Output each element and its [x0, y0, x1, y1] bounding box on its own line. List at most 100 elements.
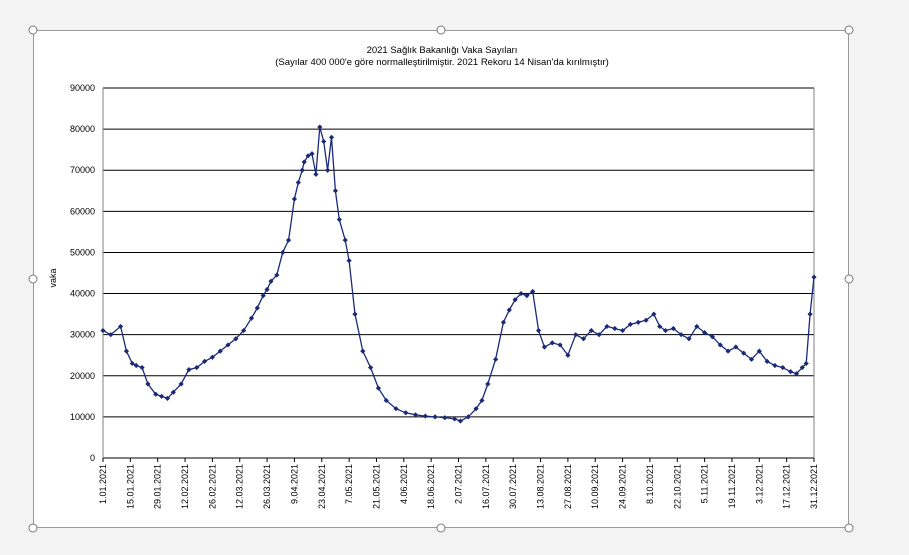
data-point: [541, 344, 548, 350]
data-point: [317, 124, 323, 130]
data-point: [506, 307, 512, 313]
data-point: [375, 385, 382, 391]
data-point: [332, 188, 339, 194]
data-point: [170, 389, 176, 395]
data-point: [225, 342, 231, 348]
plot-area: [100, 124, 817, 424]
data-point: [557, 342, 563, 348]
data-point: [535, 327, 542, 334]
resize-handle-top-right[interactable]: [844, 25, 854, 35]
data-point: [694, 323, 700, 330]
data-point: [241, 327, 247, 334]
data-point: [651, 311, 657, 317]
data-point: [164, 395, 171, 401]
data-point: [500, 319, 507, 325]
data-point: [725, 348, 731, 354]
resize-handle-bottom-right[interactable]: [844, 523, 854, 533]
data-point: [780, 364, 786, 371]
y-tick-label: 90000: [70, 83, 95, 93]
resize-handle-middle-right[interactable]: [844, 274, 854, 284]
data-point: [285, 237, 292, 243]
data-point: [512, 297, 518, 303]
x-tick-label: 9.04.2021: [289, 464, 299, 504]
x-tick-label: 17.12.2021: [782, 464, 792, 509]
data-point: [619, 327, 626, 334]
data-point: [153, 391, 159, 397]
data-point: [772, 362, 778, 369]
data-point: [133, 362, 139, 369]
data-point: [709, 334, 716, 340]
data-point: [604, 323, 610, 330]
data-point: [209, 354, 215, 360]
y-tick-label: 30000: [70, 330, 95, 340]
data-point: [741, 350, 747, 356]
x-tick-label: 2.07.2021: [454, 464, 464, 504]
data-point: [518, 290, 524, 297]
data-point: [254, 305, 260, 311]
x-tick-label: 3.12.2021: [754, 464, 764, 504]
data-point: [328, 134, 335, 140]
data-point: [588, 327, 594, 334]
resize-handle-top-left[interactable]: [28, 25, 38, 35]
data-point: [702, 330, 708, 336]
data-point: [485, 381, 491, 387]
x-tick-label: 30.07.2021: [508, 464, 518, 509]
data-point: [442, 415, 448, 421]
data-point: [194, 364, 200, 371]
x-tick-label: 5.11.2021: [700, 464, 710, 503]
resize-handle-bottom-left[interactable]: [28, 523, 38, 533]
data-point: [565, 352, 571, 358]
x-tick-label: 26.02.2021: [207, 464, 217, 509]
data-point: [530, 288, 536, 295]
data-point: [451, 416, 458, 422]
data-point: [305, 153, 311, 159]
data-point: [748, 356, 755, 362]
resize-handle-middle-left[interactable]: [28, 274, 38, 284]
data-point: [360, 348, 366, 354]
data-point: [178, 381, 184, 387]
data-point: [260, 293, 266, 299]
data-point: [352, 311, 358, 317]
data-point: [807, 311, 813, 317]
x-tick-label: 10.09.2021: [590, 464, 600, 509]
data-point: [346, 258, 352, 264]
resize-handle-bottom-center[interactable]: [436, 523, 446, 533]
resize-handle-top-center[interactable]: [436, 25, 446, 35]
y-tick-label: 50000: [70, 247, 95, 257]
data-point: [524, 293, 530, 299]
data-point: [248, 315, 255, 321]
x-tick-label: 22.10.2021: [672, 464, 682, 509]
data-point: [383, 397, 389, 404]
gridlines: [102, 87, 815, 459]
data-point: [432, 414, 438, 420]
data-point: [670, 325, 676, 332]
data-point: [280, 249, 286, 256]
data-point: [139, 364, 145, 371]
data-point: [201, 358, 208, 364]
data-point: [393, 406, 399, 412]
data-point: [756, 348, 762, 354]
chart-title: 2021 Sağlık Bakanlığı Vaka Sayıları: [367, 45, 518, 56]
data-point: [549, 340, 555, 346]
y-tick-label: 40000: [70, 289, 95, 299]
data-point: [313, 171, 319, 177]
line-chart: 2021 Sağlık Bakanlığı Vaka Sayıları (Say…: [48, 45, 819, 509]
data-point: [764, 358, 770, 364]
chart-frame[interactable]: 2021 Sağlık Bakanlığı Vaka Sayıları (Say…: [33, 30, 849, 528]
x-tick-label: 12.03.2021: [235, 464, 245, 509]
data-point: [368, 364, 374, 371]
data-point: [309, 151, 315, 157]
x-tick-label: 16.07.2021: [481, 464, 491, 509]
data-point: [657, 323, 663, 330]
data-point: [291, 196, 298, 202]
x-tick-label: 18.06.2021: [426, 464, 436, 509]
data-point: [217, 348, 223, 354]
data-point: [295, 179, 301, 186]
x-tick-labels: 1.01.2021 15.01.2021 29.01.2021 12.02.2021 2…: [98, 458, 819, 509]
y-tick-label: 0: [90, 453, 95, 463]
series-line: [102, 126, 815, 422]
data-point: [627, 321, 633, 327]
data-point: [799, 364, 805, 371]
x-tick-label: 23.04.2021: [317, 464, 327, 509]
x-tick-label: 12.02.2021: [180, 464, 190, 509]
